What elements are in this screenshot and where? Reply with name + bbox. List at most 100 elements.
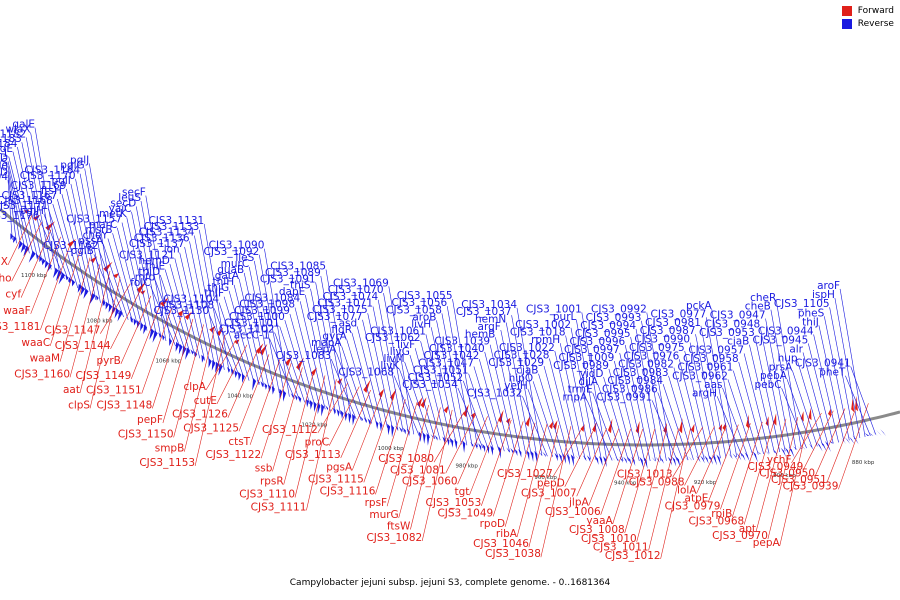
- reverse-feature: [117, 310, 123, 322]
- leader-line: [410, 407, 441, 530]
- reverse-feature: [647, 457, 652, 461]
- gene-label-reverse: CJS3_0989: [553, 360, 609, 372]
- gene-label-forward: CJS3_1150: [118, 428, 174, 440]
- leader-line: [457, 416, 488, 485]
- gene-label-reverse: CJS3_1130: [153, 305, 209, 317]
- gene-label-forward: cyf: [5, 289, 21, 301]
- gene-label-reverse: CJS3_1083: [275, 350, 331, 362]
- gene-label-reverse: djlA: [578, 376, 598, 388]
- reverse-feature: [23, 245, 30, 257]
- reverse-feature: [462, 440, 466, 453]
- gene-label-forward: CJS3_1038: [485, 548, 541, 560]
- gene-label-reverse: CJS3_1162: [43, 240, 99, 252]
- gene-label-reverse: CJS3_1091: [260, 273, 316, 285]
- gene-label-reverse: CJS3_0992: [591, 304, 647, 316]
- leader-line: [169, 263, 196, 356]
- tick-label: 1100 kbp: [21, 273, 47, 279]
- leader-line: [614, 360, 640, 462]
- gene-label-reverse: CJS3_1171: [0, 200, 48, 212]
- gene-label-reverse: cheB: [745, 301, 771, 313]
- leader-line: [199, 229, 225, 370]
- reverse-feature: [252, 378, 257, 391]
- forward-feature: [234, 339, 240, 345]
- reverse-feature: [340, 410, 344, 419]
- reverse-feature: [149, 328, 155, 340]
- leader-line: [754, 335, 781, 453]
- leader-line: [619, 352, 645, 462]
- reverse-feature: [740, 452, 746, 461]
- leader-line: [117, 227, 143, 328]
- gene-label-reverse: CJS3_1056: [391, 297, 447, 309]
- forward-feature: [310, 367, 317, 376]
- gene-label-reverse: asd: [339, 317, 358, 329]
- reverse-feature: [828, 440, 834, 444]
- leader-line: [39, 218, 65, 279]
- reverse-feature: [53, 267, 59, 279]
- leader-line: [684, 426, 715, 486]
- gene-label-reverse: thiG: [207, 282, 229, 294]
- reverse-feature: [639, 457, 644, 468]
- reverse-feature: [294, 394, 298, 401]
- gene-label-reverse: pglB: [70, 245, 93, 257]
- gene-label-reverse: CJS3_0958: [683, 353, 739, 365]
- gene-label-reverse: thiS: [290, 280, 311, 292]
- leader-line: [540, 426, 572, 558]
- reverse-feature: [332, 407, 336, 415]
- reverse-feature: [152, 330, 158, 343]
- gene-label-reverse: cjaB: [727, 336, 749, 348]
- leader-line: [495, 337, 521, 454]
- reverse-feature: [234, 370, 238, 378]
- reverse-feature: [201, 354, 205, 363]
- reverse-feature: [89, 292, 96, 305]
- gene-label-forward: CJS3_1060: [402, 475, 458, 487]
- leader-line: [61, 193, 88, 295]
- leader-line: [100, 283, 131, 334]
- reverse-feature: [876, 430, 882, 437]
- gene-label-forward: ftsW: [387, 521, 411, 533]
- reverse-feature: [808, 443, 815, 451]
- leader-line: [79, 173, 106, 306]
- gene-label-forward: dnaX: [0, 256, 8, 268]
- reverse-feature: [83, 288, 89, 299]
- gene-label-reverse: guaB: [217, 264, 244, 276]
- gene-label-reverse: cheY: [83, 230, 109, 242]
- leader-line: [150, 285, 176, 347]
- gene-label-forward: waaC: [21, 337, 50, 349]
- gene-label-reverse: CJS3_1176: [0, 210, 40, 222]
- gene-label-reverse: CJS3_1121: [119, 249, 175, 261]
- gene-label-forward: CJS3_0988: [629, 477, 685, 489]
- leader-line: [205, 339, 237, 391]
- leader-line: [372, 306, 399, 431]
- reverse-feature: [836, 438, 842, 444]
- leader-line: [797, 361, 823, 446]
- reverse-feature: [450, 438, 454, 448]
- reverse-feature: [387, 423, 391, 436]
- leader-line: [733, 370, 759, 455]
- gene-label-reverse: hup: [778, 352, 798, 364]
- gene-label-reverse: CJS3_1084: [244, 292, 300, 304]
- leader-line: [7, 161, 30, 254]
- gene-label-reverse: ispH: [812, 289, 835, 301]
- gene-labels: CJS3_1204czcDCJS3_1200ccoSwaaDgmhA-1hldE…: [0, 119, 851, 562]
- gene-label-reverse: rpmH: [531, 334, 560, 346]
- reverse-swatch: [841, 19, 852, 29]
- leader-line: [755, 418, 787, 532]
- leader-line: [646, 312, 673, 461]
- reverse-feature: [603, 456, 607, 468]
- leader-line: [826, 405, 858, 484]
- gene-label-reverse: mapA: [311, 337, 342, 349]
- leader-line: [657, 392, 683, 461]
- gene-label-reverse: CJS3_1101: [224, 317, 280, 329]
- gene-label-reverse: pglI: [52, 175, 71, 187]
- leader-line: [612, 428, 643, 525]
- reverse-feature: [446, 437, 450, 446]
- gene-label-reverse: ccoS: [0, 157, 8, 169]
- forward-feature: [635, 421, 640, 434]
- gene-label-reverse: CJS3_1136: [134, 232, 190, 244]
- tick-label: 1020 kbp: [302, 423, 328, 429]
- gene-label-reverse: CJS3_1204: [0, 171, 8, 183]
- gene-label-reverse: argF: [478, 321, 501, 333]
- gene-label-forward: CJS3_1053: [426, 497, 482, 509]
- leader-line: [738, 361, 764, 455]
